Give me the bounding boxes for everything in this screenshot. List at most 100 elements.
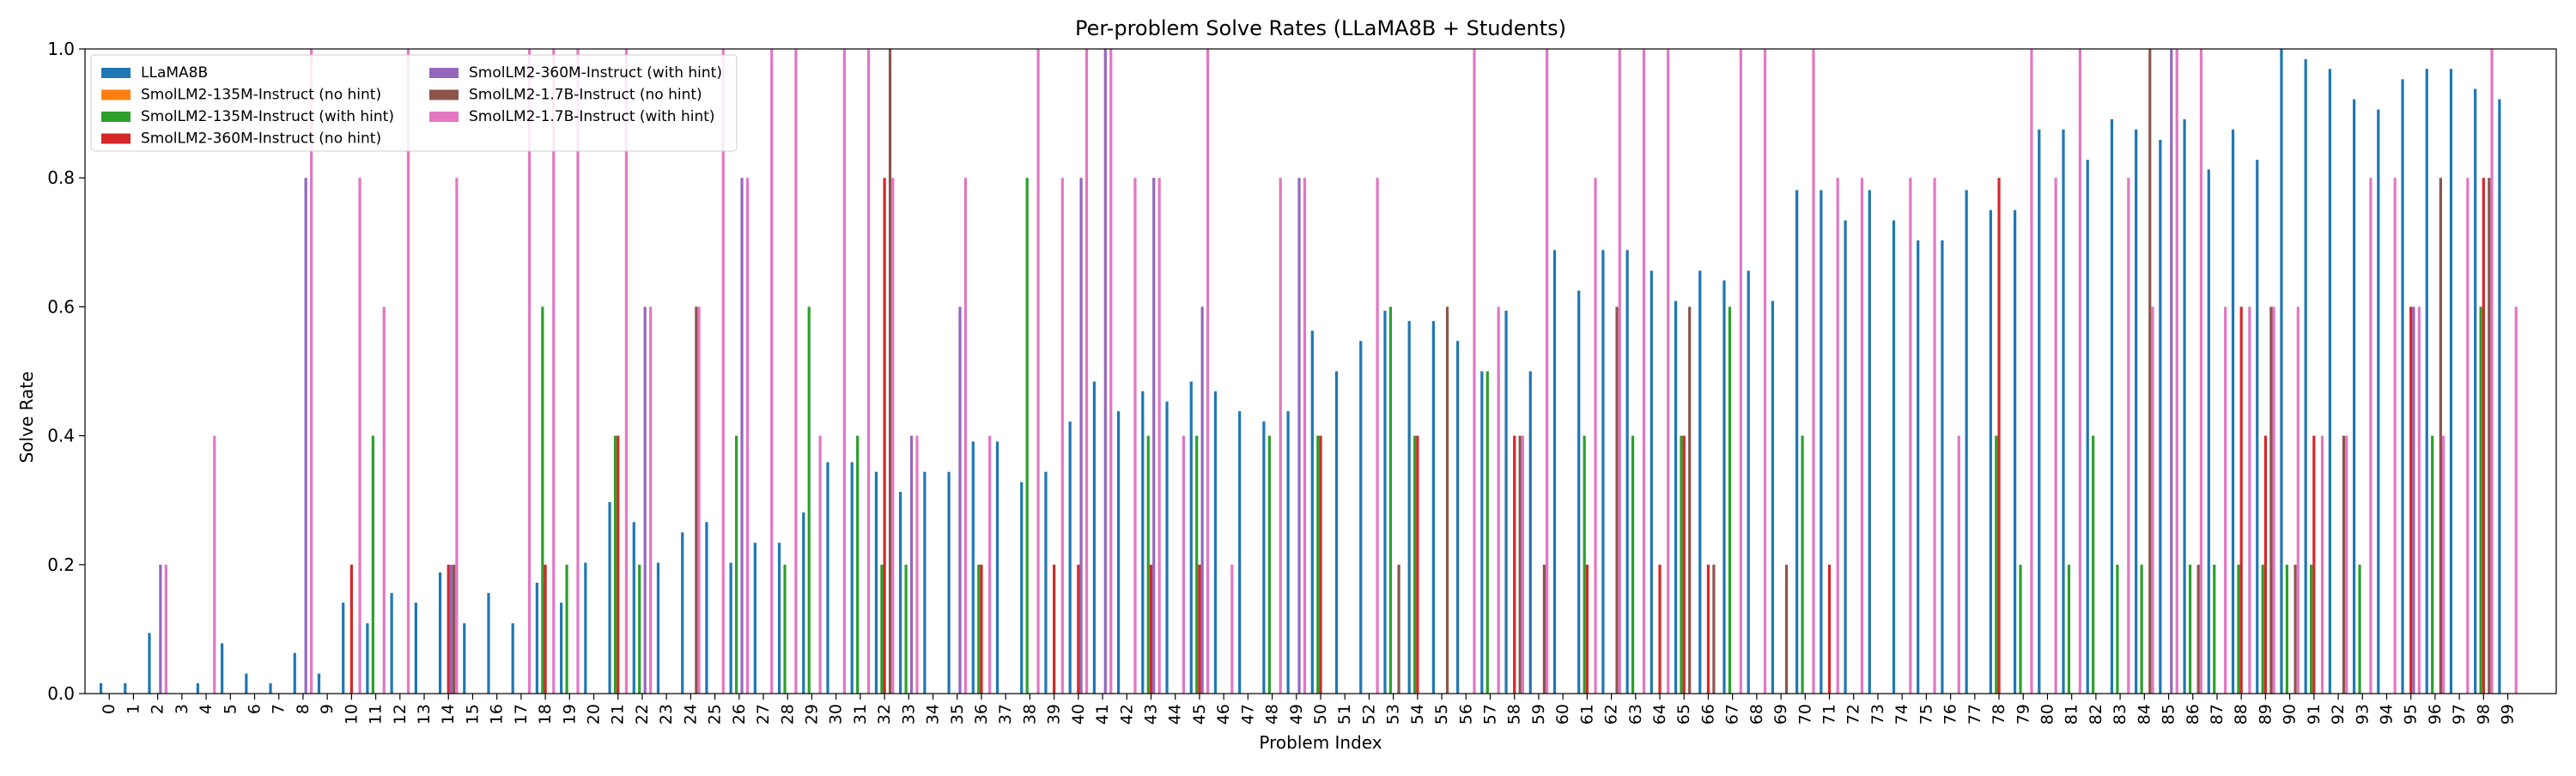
bar bbox=[2304, 59, 2307, 694]
bar bbox=[2328, 69, 2331, 694]
x-tick-label: 1 bbox=[124, 704, 143, 714]
bar bbox=[608, 501, 611, 694]
bar bbox=[382, 306, 386, 694]
bar bbox=[463, 623, 466, 694]
x-tick-label: 60 bbox=[1553, 704, 1572, 724]
x-tick-label: 42 bbox=[1117, 704, 1136, 724]
bar bbox=[221, 643, 224, 694]
bar bbox=[807, 306, 811, 694]
bar bbox=[1279, 178, 1282, 694]
bar bbox=[681, 532, 684, 694]
bar bbox=[317, 673, 321, 694]
bar bbox=[2498, 99, 2501, 694]
bar bbox=[1577, 290, 1581, 694]
y-tick-label: 0.4 bbox=[47, 426, 75, 446]
bar bbox=[1157, 178, 1161, 694]
bar bbox=[2412, 306, 2415, 694]
bar bbox=[2148, 49, 2152, 694]
x-tick-label: 92 bbox=[2329, 704, 2348, 724]
bar bbox=[802, 512, 805, 694]
bar bbox=[1552, 250, 1557, 694]
bar bbox=[1601, 250, 1605, 694]
bar bbox=[883, 178, 886, 694]
bar bbox=[1036, 49, 1040, 694]
x-tick-label: 9 bbox=[318, 704, 337, 714]
x-tick-label: 68 bbox=[1747, 704, 1766, 724]
x-tick-label: 93 bbox=[2353, 704, 2372, 724]
bar bbox=[899, 491, 902, 694]
bar bbox=[1152, 178, 1156, 694]
bar bbox=[1286, 411, 1290, 694]
x-tick-label: 95 bbox=[2402, 704, 2421, 724]
x-tick-label: 99 bbox=[2499, 704, 2518, 724]
bar bbox=[740, 178, 744, 694]
bar bbox=[697, 306, 701, 694]
bar bbox=[1722, 280, 1726, 694]
bar bbox=[269, 682, 272, 694]
x-tick-label: 56 bbox=[1456, 704, 1475, 724]
bar bbox=[1149, 564, 1153, 694]
bar bbox=[453, 564, 456, 694]
bar bbox=[656, 562, 660, 694]
bar bbox=[2183, 118, 2186, 694]
bar bbox=[2377, 109, 2380, 694]
series-7 bbox=[164, 49, 2518, 694]
x-tick-label: 50 bbox=[1311, 704, 1330, 724]
bar bbox=[2054, 178, 2057, 694]
bar bbox=[2256, 160, 2259, 694]
bar bbox=[1649, 270, 1653, 694]
bar bbox=[1146, 435, 1150, 694]
x-tick-label: 37 bbox=[996, 704, 1015, 724]
x-tick-label: 41 bbox=[1093, 704, 1112, 724]
x-tick-label: 97 bbox=[2450, 704, 2469, 724]
y-tick-label: 1.0 bbox=[47, 39, 75, 59]
x-tick-label: 13 bbox=[415, 704, 434, 724]
x-tick-label: 27 bbox=[754, 704, 773, 724]
legend-label: SmolLM2-360M-Instruct (no hint) bbox=[141, 130, 381, 148]
legend-entry: SmolLM2-135M-Instruct (with hint) bbox=[101, 108, 394, 125]
bar bbox=[971, 441, 975, 694]
bar bbox=[1388, 306, 1393, 694]
x-tick-label: 6 bbox=[246, 704, 264, 714]
bar bbox=[1238, 411, 1242, 694]
bar bbox=[1413, 435, 1417, 694]
x-tick-label: 21 bbox=[609, 704, 628, 724]
bar bbox=[2358, 564, 2361, 694]
bar bbox=[1625, 250, 1629, 694]
bar bbox=[2159, 139, 2162, 694]
bar bbox=[2188, 564, 2192, 694]
bar bbox=[584, 562, 587, 694]
bar bbox=[1747, 270, 1750, 694]
bar bbox=[1407, 320, 1411, 694]
x-tick-label: 78 bbox=[1990, 704, 2008, 724]
x-tick-label: 84 bbox=[2135, 704, 2154, 724]
bar bbox=[449, 564, 453, 694]
bar bbox=[874, 471, 878, 694]
bar bbox=[2425, 69, 2428, 694]
bar bbox=[2320, 435, 2324, 694]
bar bbox=[617, 435, 620, 694]
bar bbox=[818, 435, 822, 694]
legend-entry: SmolLM2-1.7B-Instruct (with hint) bbox=[429, 108, 715, 125]
bar bbox=[1068, 421, 1072, 694]
bar bbox=[2013, 209, 2017, 694]
bar bbox=[1116, 411, 1121, 694]
bar bbox=[2439, 178, 2442, 694]
bar bbox=[544, 564, 547, 694]
x-tick-label: 53 bbox=[1384, 704, 1403, 724]
x-tick-label: 72 bbox=[1844, 704, 1863, 724]
bar bbox=[1044, 471, 1048, 694]
bar bbox=[1827, 564, 1832, 694]
legend-entry: LLaMA8B bbox=[101, 64, 208, 82]
bar bbox=[958, 306, 962, 694]
x-tick-label: 67 bbox=[1723, 704, 1742, 724]
bar bbox=[245, 673, 248, 694]
bar bbox=[1319, 435, 1322, 694]
bar bbox=[2441, 435, 2445, 694]
bar bbox=[1165, 401, 1169, 694]
x-tick-label: 8 bbox=[294, 704, 313, 714]
legend-label: SmolLM2-360M-Instruct (with hint) bbox=[469, 64, 722, 82]
x-tick-label: 39 bbox=[1045, 704, 1064, 724]
